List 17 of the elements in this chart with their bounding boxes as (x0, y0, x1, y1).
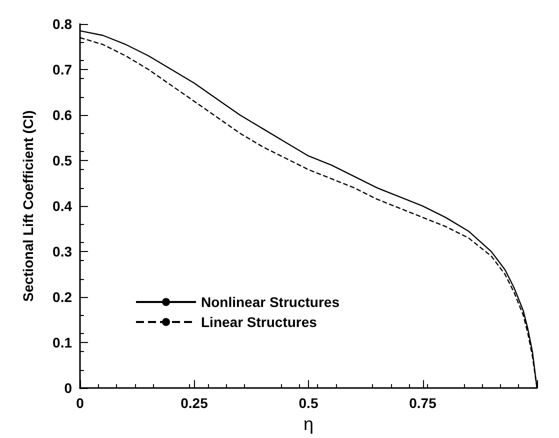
y-tick-label: 0.5 (52, 152, 72, 169)
y-tick-label: 0.1 (52, 334, 72, 351)
y-axis-title: Sectional Lift Coefficient (Cl) (20, 110, 36, 302)
legend-label: Nonlinear Structures (201, 294, 340, 310)
x-tick-label: 0.25 (180, 395, 208, 412)
x-tick-label: 0.5 (298, 395, 318, 412)
x-tick-label: 0 (76, 395, 84, 412)
y-tick-label: 0.2 (52, 289, 72, 306)
y-tick-label: 0.8 (52, 16, 72, 32)
y-tick-label: 0.7 (52, 62, 72, 78)
y-tick-label: 0.4 (52, 198, 72, 214)
x-tick-label: 0.75 (409, 395, 437, 412)
y-tick-label: 0.6 (52, 107, 72, 124)
legend-label: Linear Structures (201, 314, 318, 330)
y-tick-label: 0 (64, 380, 72, 396)
x-axis-title: η (303, 414, 314, 434)
y-tick-label: 0.3 (52, 244, 72, 260)
